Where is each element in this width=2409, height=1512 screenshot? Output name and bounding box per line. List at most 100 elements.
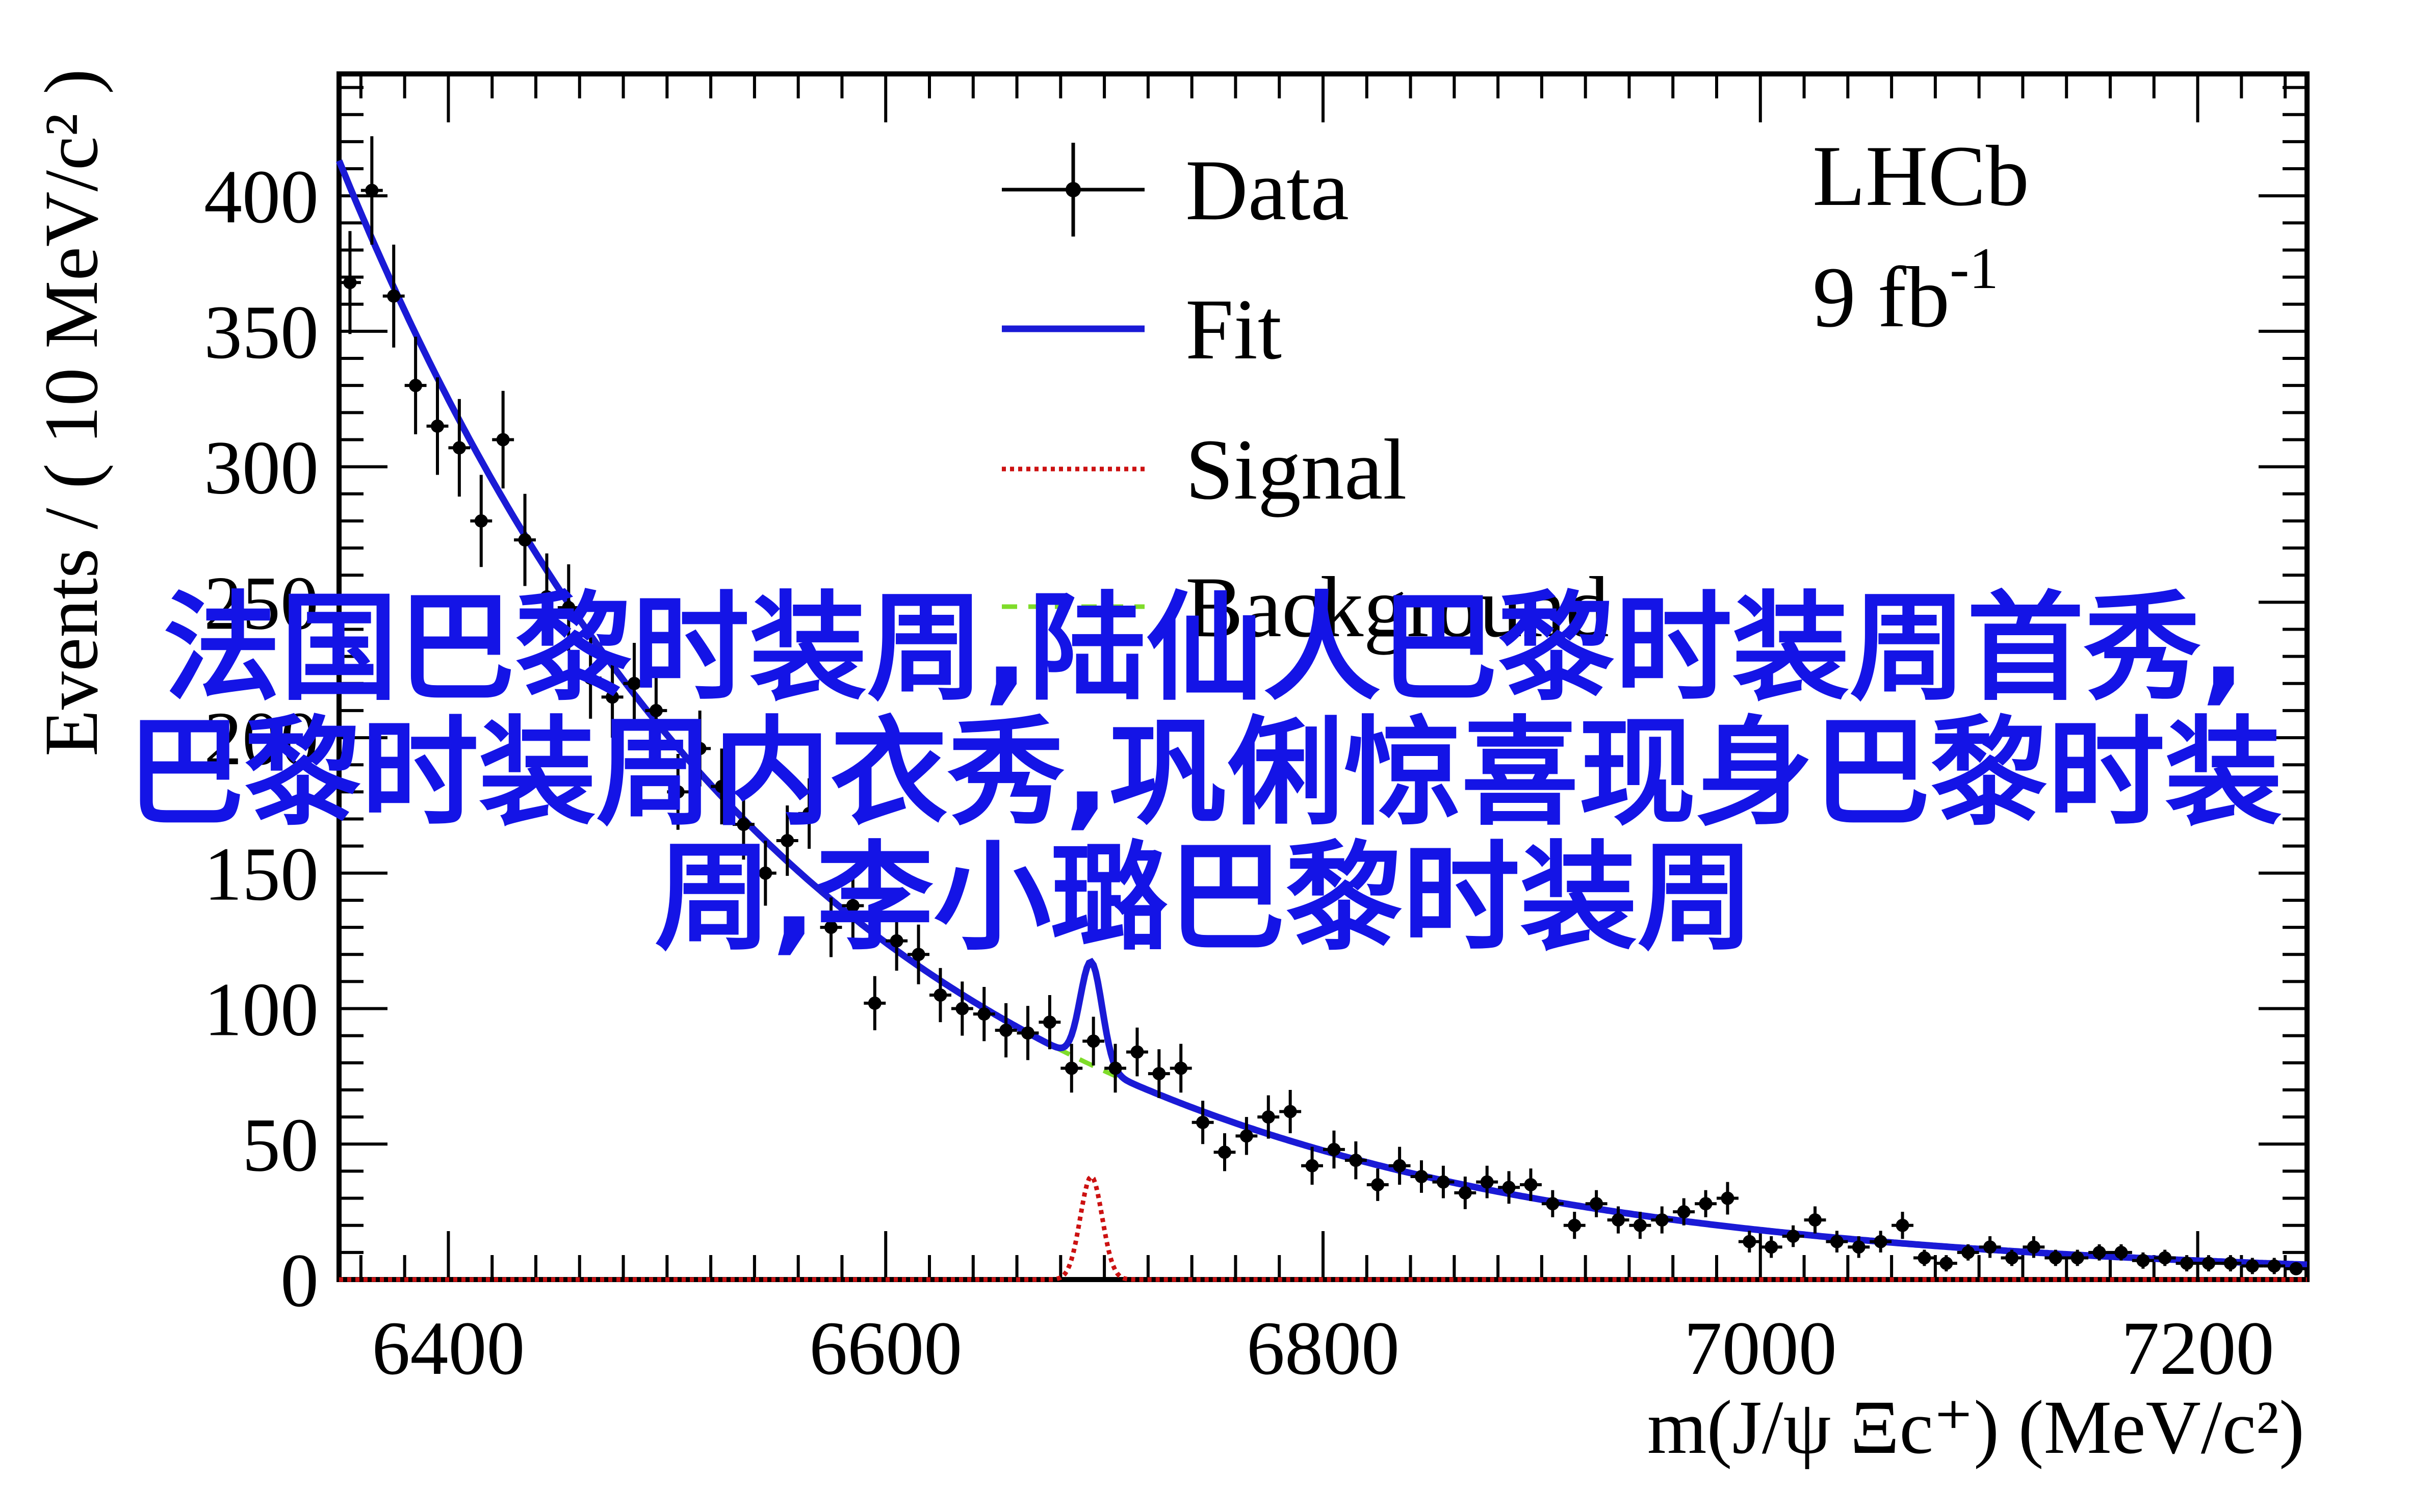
data-marker — [2289, 1262, 2303, 1275]
data-marker — [1239, 1129, 1253, 1143]
data-point — [492, 390, 514, 489]
legend-entry-fit: Fit — [1002, 281, 1282, 377]
data-marker — [1218, 1145, 1231, 1159]
data-marker — [365, 184, 379, 197]
y-tick-label: 50 — [242, 1103, 319, 1187]
data-marker — [1043, 1015, 1056, 1029]
watermark-line-1: 法国巴黎时装周,陆仙人巴黎时装周首秀, — [163, 581, 2246, 717]
data-point — [776, 805, 798, 876]
data-marker — [1021, 1026, 1034, 1040]
data-marker — [1743, 1235, 1756, 1248]
data-point — [1082, 1016, 1105, 1066]
data-point — [1892, 1212, 1913, 1239]
data-point — [470, 475, 493, 567]
data-marker — [1830, 1235, 1844, 1248]
data-point — [820, 897, 842, 957]
data-marker — [1502, 1181, 1516, 1194]
data-point — [1017, 1006, 1039, 1060]
legend-label: Signal — [1185, 422, 1407, 517]
x-tick-label: 7200 — [2121, 1306, 2274, 1391]
data-point — [2066, 1249, 2089, 1266]
data-marker — [2114, 1245, 2128, 1259]
y-tick-label: 200 — [204, 696, 319, 781]
data-marker — [431, 419, 444, 433]
data-point — [1060, 1044, 1083, 1093]
y-tick-label: 350 — [204, 290, 319, 375]
data-marker — [1108, 1061, 1122, 1075]
y-tick-label: 0 — [280, 1238, 319, 1323]
data-point — [689, 710, 711, 787]
data-marker — [890, 934, 903, 948]
data-marker — [2180, 1257, 2194, 1270]
data-point — [842, 873, 864, 939]
data-marker — [2158, 1251, 2172, 1265]
data-point — [1935, 1255, 1957, 1272]
data-marker — [759, 866, 772, 880]
data-marker — [999, 1024, 1013, 1037]
data-point — [951, 981, 973, 1036]
x-tick-label: 7000 — [1684, 1306, 1837, 1391]
data-marker — [2223, 1257, 2237, 1270]
watermark-line-3: 周,李小璐巴黎时装周 — [654, 830, 1755, 967]
data-point — [1957, 1244, 1979, 1261]
legend-label: Fit — [1185, 281, 1282, 377]
data-point — [1870, 1231, 1892, 1253]
data-marker — [1852, 1240, 1866, 1254]
data-point — [1826, 1231, 1848, 1253]
data-marker — [2245, 1259, 2259, 1273]
data-point — [2132, 1252, 2154, 1269]
data-point — [2088, 1244, 2110, 1261]
data-marker — [1349, 1154, 1363, 1167]
data-marker — [2070, 1251, 2084, 1265]
data-point — [360, 136, 383, 245]
data-point — [601, 656, 624, 738]
data-marker — [452, 441, 466, 455]
data-marker — [1196, 1115, 1210, 1129]
data-point — [645, 670, 667, 751]
data-point — [1191, 1101, 1214, 1144]
data-marker — [2005, 1251, 2018, 1265]
y-tick-label: 150 — [204, 832, 319, 917]
data-point — [1148, 1049, 1170, 1098]
watermark-line-2: 巴黎时装周内衣秀,巩俐惊喜现身巴黎时装 — [126, 706, 2283, 842]
legend-entry-background: Background — [1002, 559, 1609, 655]
data-marker — [802, 806, 816, 820]
data-marker — [846, 899, 860, 913]
luminosity-exponent: -1 — [1950, 236, 1999, 301]
data-marker — [496, 433, 510, 447]
data-marker — [977, 1007, 991, 1021]
data-marker — [1086, 1034, 1100, 1048]
data-marker — [1283, 1105, 1297, 1118]
data-point — [339, 231, 361, 334]
y-tick-label: 250 — [204, 561, 319, 645]
y-tick-label: 300 — [204, 426, 319, 510]
legend-label: Data — [1185, 142, 1349, 238]
data-point — [1651, 1206, 1673, 1234]
data-point — [2197, 1255, 2220, 1272]
x-tick-label: 6600 — [809, 1306, 962, 1391]
data-marker — [1590, 1197, 1603, 1211]
data-point — [1913, 1249, 1935, 1266]
data-marker — [1546, 1197, 1560, 1211]
data-point — [2175, 1255, 2198, 1272]
data-point — [1104, 1044, 1126, 1093]
data-marker — [1261, 1110, 1275, 1124]
data-marker — [1327, 1142, 1341, 1156]
data-marker — [737, 818, 750, 831]
data-point — [1541, 1190, 1564, 1217]
data-point — [1432, 1165, 1455, 1198]
data-point — [1673, 1198, 1695, 1226]
data-marker — [955, 1002, 969, 1015]
data-marker — [934, 988, 947, 1002]
data-point — [995, 1003, 1017, 1058]
data-point — [404, 336, 427, 434]
data-marker — [671, 785, 685, 799]
axes: 6400 6600 6800 7000 7200 0 50 100 150 200 250 300 35… — [204, 71, 2310, 1391]
luminosity-label: 9 fb-1 — [1812, 236, 1999, 345]
data-point — [1344, 1141, 1367, 1180]
data-point — [711, 748, 733, 825]
data-point — [754, 841, 776, 906]
data-point — [2241, 1258, 2264, 1274]
data-point — [1717, 1182, 1739, 1215]
data-marker — [562, 601, 576, 614]
